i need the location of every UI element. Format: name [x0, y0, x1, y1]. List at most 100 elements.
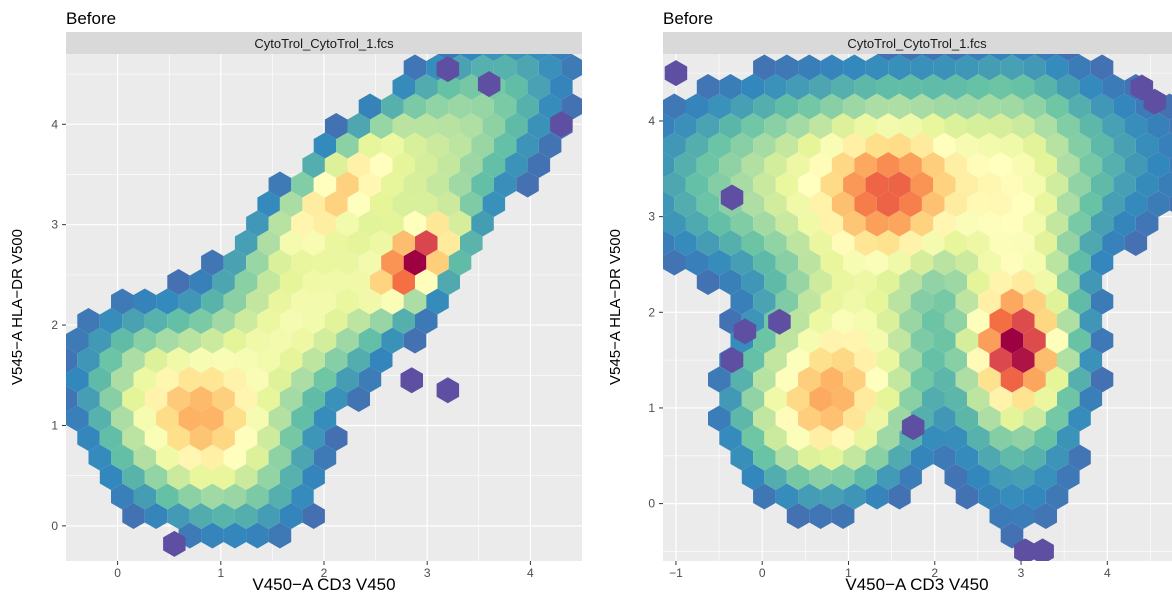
panel-left-hexbin: [313, 405, 337, 432]
panel-right-hexbin: [933, 54, 956, 81]
panel-right-hexbin: [876, 269, 900, 295]
panel-right-hexbin: [944, 308, 967, 334]
panel-right-hexbin: [1079, 269, 1103, 295]
panel-left-hexbin: [246, 483, 269, 510]
panel-right-hexbin: [809, 230, 832, 256]
panel-left-hexbin: [223, 327, 247, 354]
panel-right-hexbin: [989, 503, 1012, 529]
panel-right-y-tick-label: 4: [648, 114, 655, 128]
panel-left-hexbin: [460, 230, 483, 256]
panel-right-hexbin: [967, 347, 990, 373]
panel-left-hexbin: [223, 444, 247, 471]
panel-left-hexbin: [471, 93, 494, 120]
panel-left-hexbin: [66, 386, 78, 412]
panel-right-hexbin: [1023, 132, 1046, 159]
panel-right-hexbin: [674, 113, 697, 139]
panel-left-hexbin: [403, 54, 427, 81]
panel-left-hexbin: [189, 269, 213, 295]
panel-left-hexbin: [324, 386, 348, 412]
panel-left-hexbin: [246, 210, 269, 237]
panel-right-hexbin: [831, 503, 855, 529]
panel-right-hexbin: [978, 483, 1001, 510]
panel-left-hexbin: [324, 191, 348, 217]
panel-left-hexbin: [201, 522, 224, 549]
panel-right-hexbin: [967, 74, 990, 100]
panel-left-hexbin: [156, 366, 179, 393]
panel-right-hexbin: [753, 444, 776, 471]
panel-left-hexbin: [347, 386, 370, 412]
panel-right-hexbin: [1057, 113, 1080, 139]
panel-right-y-tick-label: 3: [648, 210, 655, 224]
panel-left-hexbin: [460, 152, 483, 178]
panel-right-hexbin: [730, 444, 754, 471]
panel-right-facet-label: CytoTrol_CytoTrol_1.fcs: [847, 36, 987, 51]
panel-left-hexbin: [189, 347, 213, 373]
panel-right-hexbin: [753, 405, 776, 432]
panel-right-hexbin: [876, 54, 900, 61]
panel-right-hexbin: [820, 171, 844, 198]
panel-right-hexbin: [1090, 132, 1114, 159]
panel-left-hexbin: [111, 483, 134, 510]
panel-left-hexbin: [381, 249, 404, 276]
panel-left-facet-label: CytoTrol_CytoTrol_1.fcs: [254, 36, 394, 51]
panel-left-hexbin: [403, 171, 427, 198]
panel-left-hexbin: [400, 367, 423, 394]
panel-right-hexbin: [1143, 88, 1166, 115]
panel-right-hexbin: [1124, 230, 1148, 256]
panel-left-hexbin: [111, 366, 134, 393]
panel-left-hexbin: [460, 113, 483, 139]
panel-right-hexbin: [921, 269, 945, 295]
panel-right-hexbin: [674, 191, 697, 217]
panel-left-title: Before: [66, 9, 116, 28]
panel-left-hexbin: [370, 113, 393, 139]
panel-right-hexbin: [798, 249, 821, 276]
panel-right-hexbin: [786, 503, 810, 529]
panel-left-y-tick-label: 4: [51, 117, 58, 131]
panel-left-hexbin: [66, 347, 78, 373]
panel-left-hexbin: [436, 56, 460, 83]
panel-left-hexbin: [448, 171, 472, 198]
panel-right-hexbin: [1169, 196, 1172, 212]
panel-right-hexbin: [1079, 230, 1103, 256]
panel-left-hexbin: [156, 483, 179, 510]
panel-left-hexbin: [291, 405, 314, 432]
panel-left-y-tick-label: 3: [51, 218, 58, 232]
panel-left-hexbin: [426, 249, 449, 276]
panel-left-hexbin: [538, 132, 562, 159]
panel-left-x-tick-label: 3: [424, 566, 431, 580]
panel-right-facet-strip: [663, 32, 1172, 54]
panel-right-y-tick-label: 1: [648, 401, 655, 415]
panel-left-hexbin: [415, 113, 438, 139]
panel-right-hexbin: [786, 386, 810, 412]
panel-right-axis-ticks: −1 0 1 2 3 4 0 1 2 3 4: [648, 114, 1111, 580]
panel-left-hexbin: [77, 425, 100, 451]
panel-right-hexbin: [764, 386, 787, 412]
panel-left-hexbin: [268, 288, 292, 315]
panel-left-hexbin: [426, 93, 449, 120]
panel-right-hexbin: [843, 405, 866, 432]
panel-right-hexbin: [1034, 230, 1057, 256]
panel-right-hexbin: [1045, 132, 1069, 159]
panel-left-hexbin: [167, 308, 190, 334]
panel-left-hexbin: [426, 132, 449, 159]
panel-right-hexbin: [1169, 118, 1172, 134]
panel-left-hexbin: [324, 425, 348, 451]
panel-left-y-tick-label: 0: [51, 519, 58, 533]
panel-right-hexbin: [854, 347, 877, 373]
panel-right-hexbin: [910, 132, 934, 159]
panel-left-hexbin: [279, 503, 303, 529]
panel-right-hexbin: [967, 269, 990, 295]
panel-right-hexbin: [764, 347, 787, 373]
panel-right-hexbin: [775, 171, 799, 198]
panel-right-hexbins: [663, 54, 1172, 561]
panel-right-hexbin: [865, 210, 889, 237]
panel-left-hexbin: [291, 444, 314, 471]
panel-right-hexbin: [809, 503, 832, 529]
panel-left-hexbin: [291, 327, 314, 354]
panel-right-hexbin: [809, 152, 832, 178]
panel-right-hexbin: [775, 405, 799, 432]
panel-left-hexbin: [437, 191, 460, 217]
panel-right-hexbin: [933, 405, 956, 432]
panel-right-hexbin: [1068, 444, 1091, 471]
panel-left-hexbin: [392, 308, 415, 334]
